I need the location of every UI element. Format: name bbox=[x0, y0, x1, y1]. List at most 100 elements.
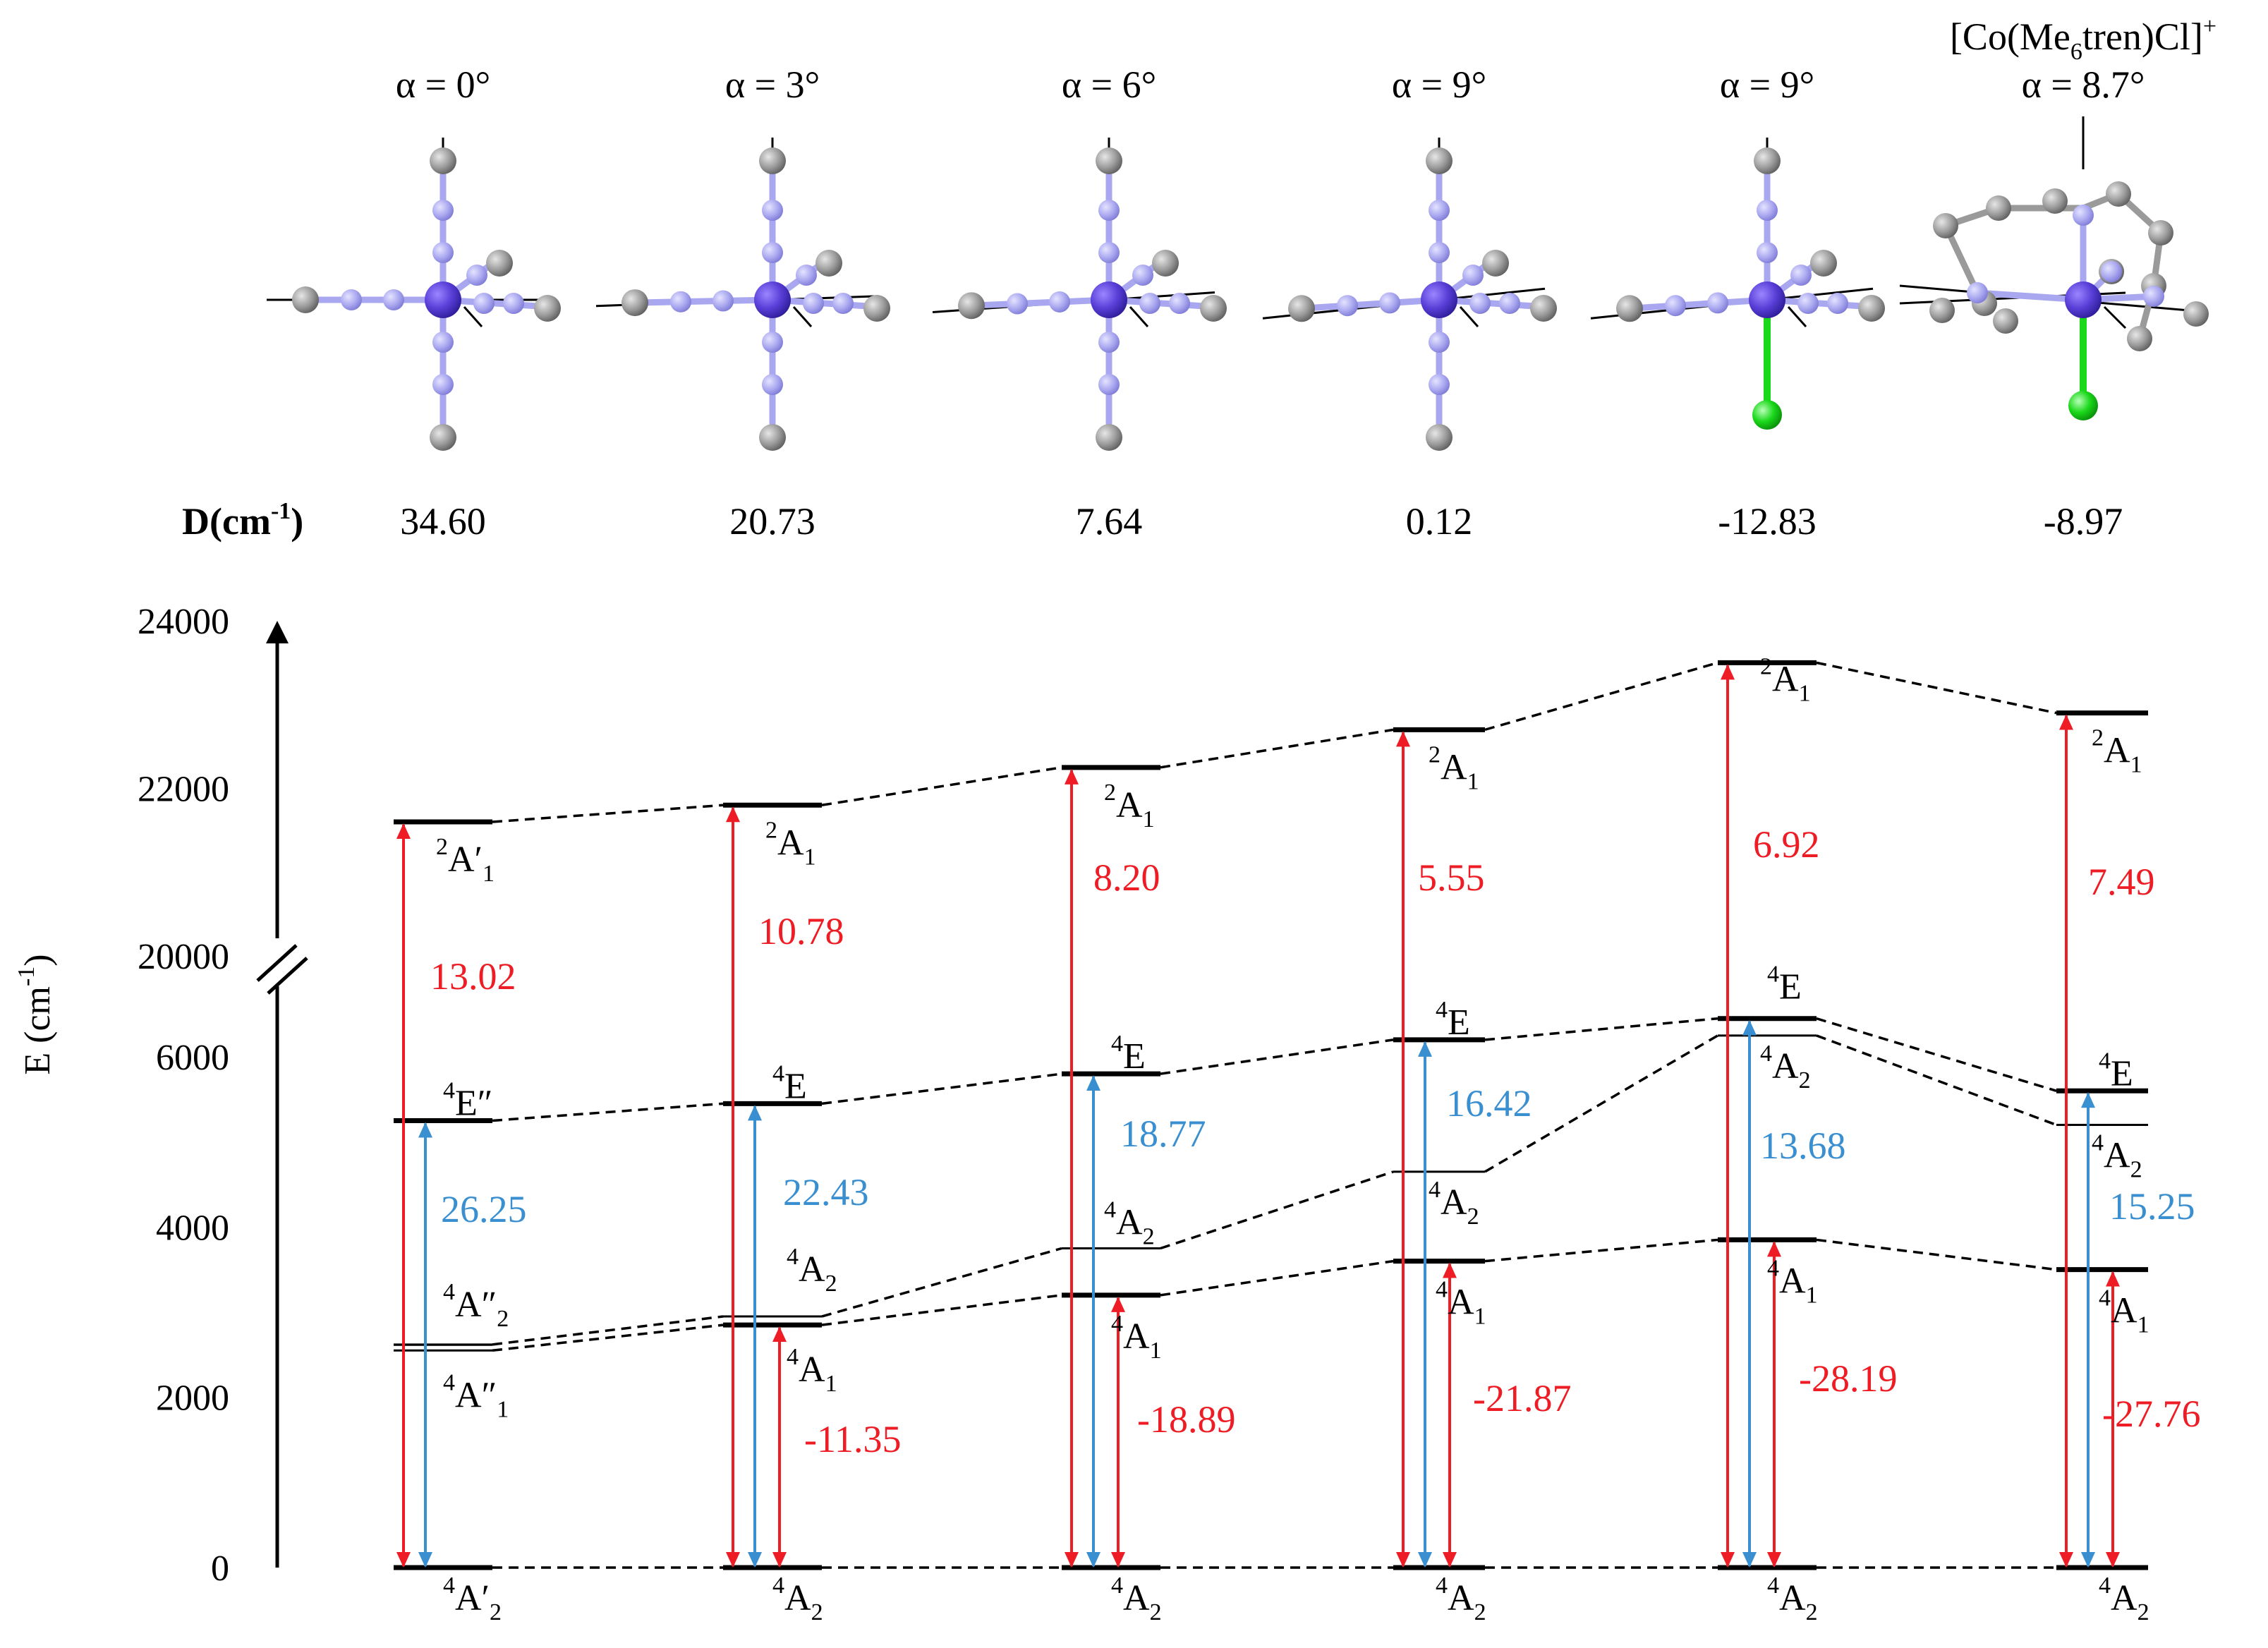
cobalt-atom bbox=[1421, 281, 1457, 318]
carbon-atom bbox=[1810, 250, 1837, 277]
red-value-low: -27.76 bbox=[2102, 1393, 2200, 1435]
carbon-atom bbox=[2106, 181, 2131, 207]
y-tick-label: 22000 bbox=[138, 770, 229, 810]
carbon-atom bbox=[1933, 213, 1958, 238]
axis-stick bbox=[792, 306, 813, 327]
blue-value: 26.25 bbox=[441, 1188, 527, 1230]
nitrogen-atom bbox=[1007, 293, 1028, 315]
nitrogen-atom bbox=[1379, 292, 1400, 314]
state-label: 4E bbox=[1767, 962, 1802, 1007]
state-label: 4E bbox=[772, 1060, 807, 1106]
connector-line bbox=[1160, 728, 1394, 769]
connector-line bbox=[1484, 661, 1718, 732]
chlorine-atom bbox=[1752, 400, 1782, 430]
carbon-atom bbox=[1288, 295, 1315, 322]
nitrogen-atom bbox=[1665, 295, 1686, 317]
connector-line bbox=[1816, 661, 2057, 715]
nitrogen-atom bbox=[432, 242, 454, 263]
contribution-values: 13.02 26.25 10.78 22.43 -11.35 8.20 18.77 -18.8… bbox=[430, 823, 2200, 1460]
d-value: 34.60 bbox=[400, 500, 486, 543]
state-label: 2A1 bbox=[1760, 653, 1811, 706]
red-value-high: 13.02 bbox=[430, 955, 516, 998]
blue-value: 13.68 bbox=[1760, 1125, 1846, 1167]
blue-value: 22.43 bbox=[783, 1171, 869, 1213]
state-labels: 4A′2 2A′1 4E″ 4A″2 4A″1 4A2 2A1 4E 4A2 4A1 4A2 2A1 4… bbox=[436, 653, 2149, 1625]
d-values: 34.60 20.73 7.64 0.12 -12.83 -8.97 bbox=[400, 500, 2123, 543]
nitrogen-atom bbox=[2143, 286, 2164, 307]
connector-line bbox=[492, 804, 724, 823]
axis-stick bbox=[2103, 305, 2127, 329]
blue-value: 16.42 bbox=[1446, 1082, 1532, 1125]
state-label: 4A2 bbox=[1436, 1573, 1486, 1625]
y-tick-label: 6000 bbox=[156, 1038, 229, 1078]
carbon-atom bbox=[1616, 295, 1643, 322]
cobalt-atom bbox=[2065, 281, 2102, 318]
connector-line bbox=[492, 1102, 724, 1122]
alpha-label: α = 6° bbox=[1062, 63, 1156, 106]
d-value: 20.73 bbox=[729, 500, 815, 543]
connector-line bbox=[1484, 1034, 1718, 1173]
molecule-structures bbox=[267, 116, 2209, 451]
d-value: -8.97 bbox=[2044, 500, 2123, 543]
y-tick-label: 20000 bbox=[138, 937, 229, 977]
carbon-atom bbox=[1530, 295, 1557, 322]
state-label: 4A2 bbox=[1104, 1197, 1155, 1250]
state-label: 4A″1 bbox=[443, 1369, 509, 1422]
molecule bbox=[1262, 138, 1557, 451]
state-label: 4A″2 bbox=[443, 1279, 509, 1332]
carbon-atom bbox=[815, 250, 842, 277]
connector-line bbox=[492, 1323, 724, 1352]
nitrogen-atom bbox=[1429, 374, 1450, 395]
nitrogen-atom bbox=[1499, 293, 1520, 314]
carbon-atom bbox=[1754, 147, 1781, 174]
blue-value: 15.25 bbox=[2109, 1185, 2195, 1228]
nitrogen-atom bbox=[466, 265, 487, 286]
connector-line bbox=[821, 1294, 1062, 1326]
y-tick-label: 2000 bbox=[156, 1379, 229, 1419]
nitrogen-atom bbox=[1462, 265, 1484, 286]
carbon-atom bbox=[759, 147, 786, 174]
carbon-atom bbox=[486, 250, 513, 277]
connector-line bbox=[1484, 1017, 1718, 1041]
nitrogen-atom bbox=[762, 332, 783, 353]
carbon-atom bbox=[430, 424, 456, 451]
y-axis-arrowhead bbox=[266, 621, 289, 643]
nitrogen-atom bbox=[1469, 293, 1491, 314]
state-label: 2A1 bbox=[2092, 725, 2142, 778]
nitrogen-atom bbox=[1098, 200, 1120, 221]
structures-panel: [Co(Me6tren)Cl]+ bbox=[1950, 13, 2217, 65]
d-value: -12.83 bbox=[1718, 500, 1816, 543]
state-label: 4A1 bbox=[1436, 1277, 1486, 1330]
carbon-atom bbox=[759, 424, 786, 451]
nitrogen-atom bbox=[341, 289, 362, 310]
nitrogen-atom bbox=[1967, 282, 1988, 303]
nitrogen-atom bbox=[762, 200, 783, 221]
molecule bbox=[1590, 138, 1885, 430]
d-label: D(cm-1) bbox=[182, 498, 303, 543]
nitrogen-atom bbox=[1429, 332, 1450, 353]
state-label: 4E bbox=[1436, 997, 1470, 1043]
carbon-atom bbox=[292, 286, 319, 313]
bond bbox=[1626, 296, 1771, 312]
carbon-atom bbox=[1929, 298, 1955, 323]
connector-line bbox=[492, 1315, 724, 1346]
carbon-atom bbox=[1426, 424, 1453, 451]
connector-line bbox=[821, 766, 1062, 806]
y-axis-ticks: 0 2000 4000 6000 20000 22000 24000 bbox=[138, 602, 229, 1589]
state-label: 4A2 bbox=[1429, 1177, 1479, 1230]
carbon-atom bbox=[2148, 220, 2173, 246]
nitrogen-atom bbox=[1429, 200, 1450, 221]
nitrogen-atom bbox=[2101, 261, 2122, 282]
connector-line bbox=[821, 1072, 1062, 1105]
nitrogen-atom bbox=[670, 291, 691, 313]
carbon-atom bbox=[1482, 250, 1509, 277]
carbon-atom bbox=[1426, 147, 1453, 174]
red-value-low: -21.87 bbox=[1473, 1377, 1571, 1419]
molecule bbox=[267, 138, 561, 451]
axis-break-mark-2 bbox=[267, 957, 308, 995]
molecule bbox=[595, 138, 890, 451]
alpha-labels: α = 0° α = 3° α = 6° α = 9° α = 9° α = 8.7° bbox=[396, 63, 2145, 106]
nitrogen-atom bbox=[796, 265, 817, 286]
d-value: 0.12 bbox=[1406, 500, 1473, 543]
